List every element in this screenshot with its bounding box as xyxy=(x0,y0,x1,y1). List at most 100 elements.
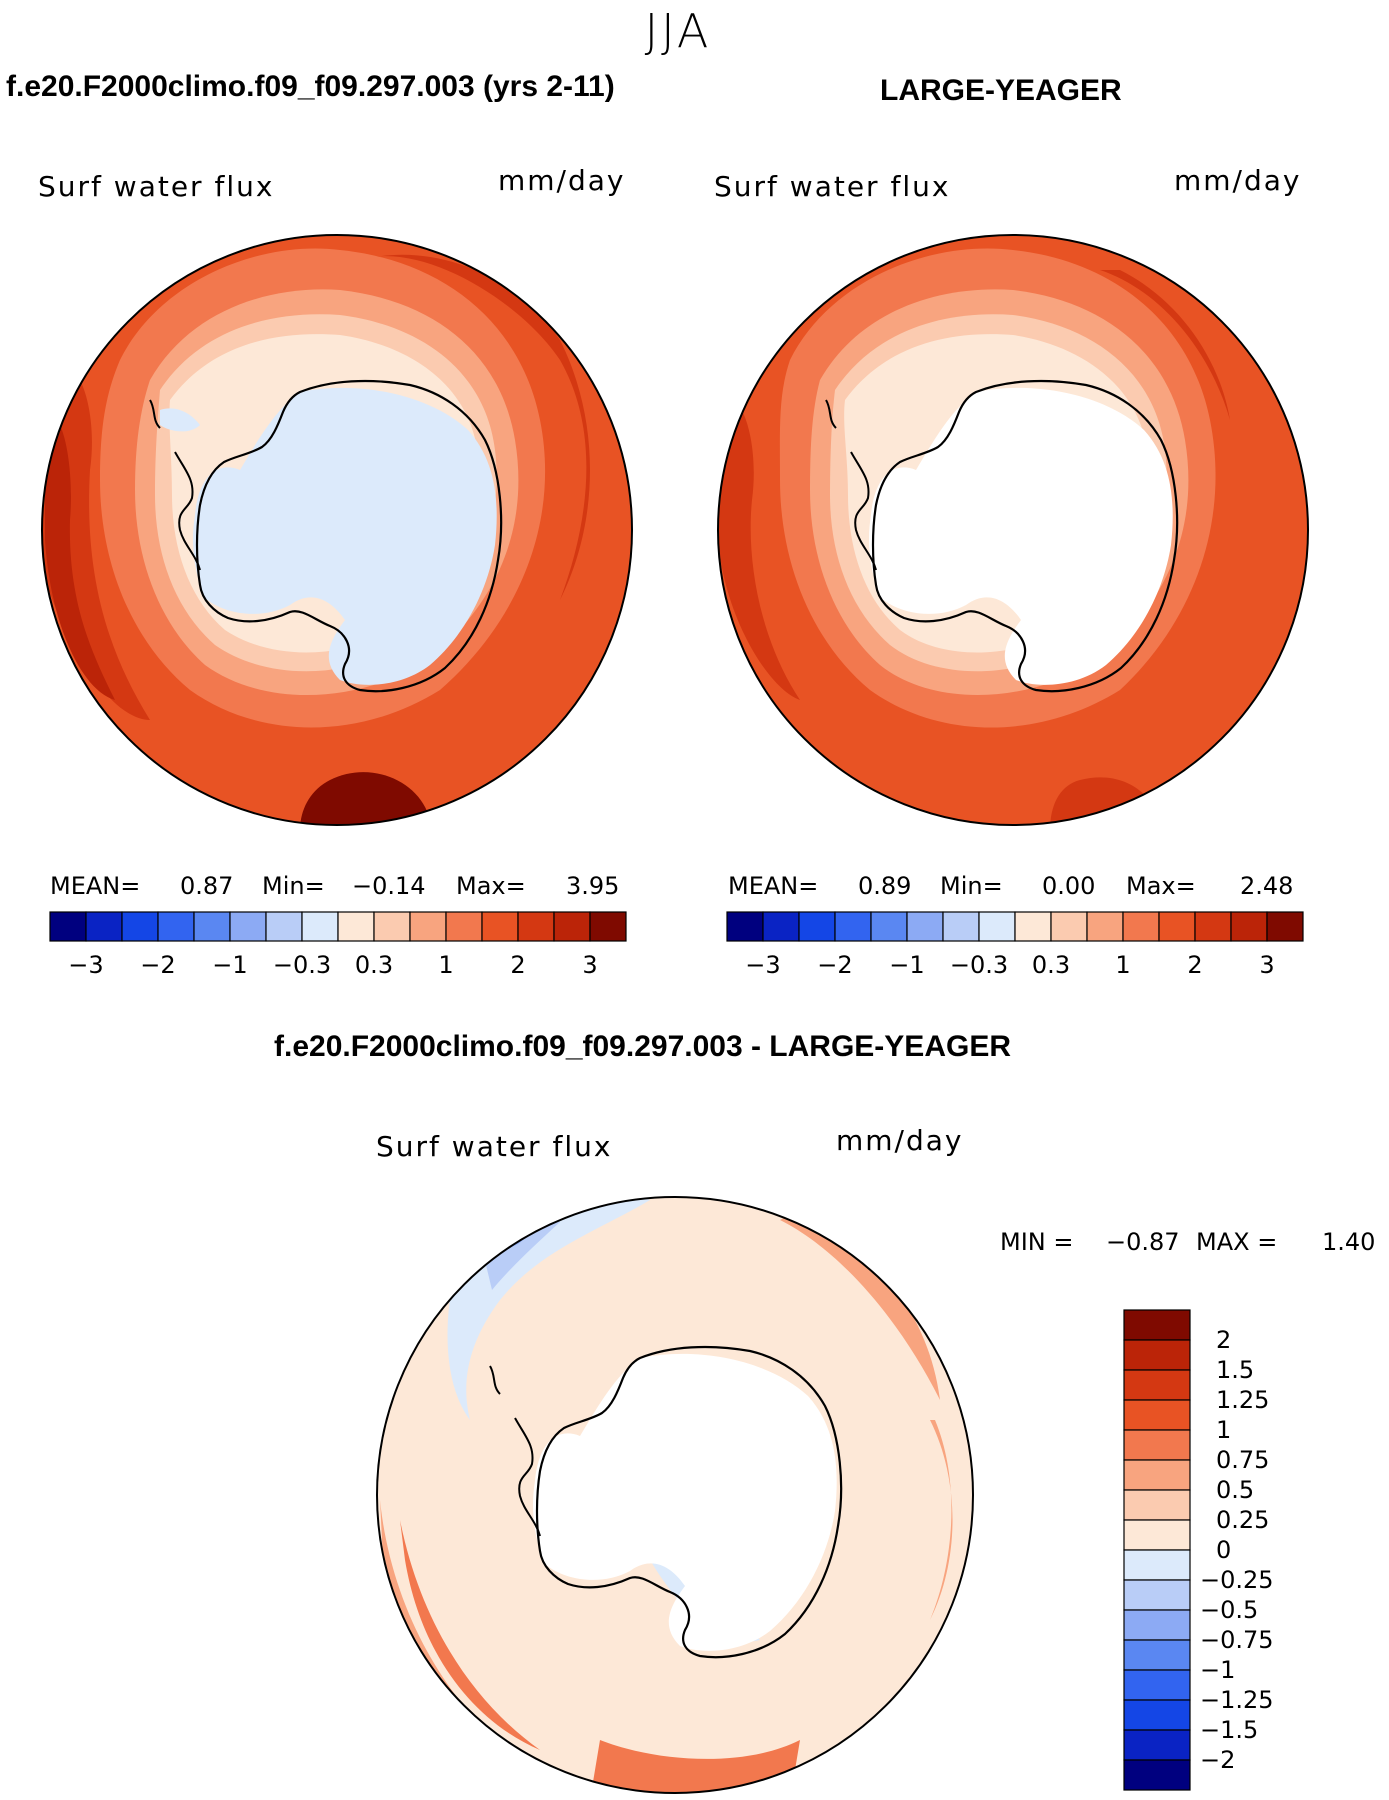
diff-colorbar-label: 1.25 xyxy=(1216,1386,1270,1414)
diff-colorbar-swatch xyxy=(1123,1699,1191,1731)
panel1-colorbar-tick-label: −0.3 xyxy=(272,951,332,979)
diff-colorbar-swatch xyxy=(1123,1519,1191,1551)
panel2-colorbar-swatch xyxy=(726,911,764,942)
diff-colorbar-label: 2 xyxy=(1216,1326,1232,1354)
panel1-colorbar-swatch xyxy=(85,911,123,942)
panel2-colorbar-tick-label: −2 xyxy=(817,951,853,979)
panel1-colorbar-swatch xyxy=(337,911,375,942)
panel1-colorbar-swatch xyxy=(409,911,447,942)
panel1-colorbar-swatch xyxy=(157,911,195,942)
diff-colorbar-label: −1.25 xyxy=(1200,1686,1274,1714)
panel1-colorbar-swatch xyxy=(193,911,231,942)
diff-colorbar-label: 0 xyxy=(1216,1536,1232,1564)
panel2-colorbar-swatch xyxy=(1086,911,1124,942)
panel2-mean-label: MEAN= xyxy=(728,872,819,900)
panel1-colorbar-tick-label: 2 xyxy=(510,951,526,979)
diff-colorbar xyxy=(1123,1309,1191,1791)
diff-colorbar-label: −0.75 xyxy=(1200,1626,1274,1654)
diff-colorbar-label: −1.5 xyxy=(1200,1716,1259,1744)
panel2-colorbar-swatch xyxy=(1158,911,1196,942)
diff-colorbar-label: 1 xyxy=(1216,1416,1232,1444)
panel1-colorbar-tick-label: 0.3 xyxy=(354,951,394,979)
diff-min-value: −0.87 xyxy=(1106,1228,1180,1256)
diff-colorbar-swatch xyxy=(1123,1609,1191,1641)
panel2-colorbar-swatch xyxy=(906,911,944,942)
panel1-mean-label: MEAN= xyxy=(50,872,141,900)
diff-variable: Surf water flux xyxy=(376,1130,613,1163)
panel2-colorbar-swatch xyxy=(1230,911,1268,942)
panel2-colorbar-swatch xyxy=(1014,911,1052,942)
panel1-map xyxy=(41,234,633,826)
panel1-colorbar-swatch xyxy=(301,911,339,942)
panel2-colorbar-tick-label: −0.3 xyxy=(949,951,1009,979)
panel2-colorbar-swatch xyxy=(942,911,980,942)
panel2-colorbar-swatch xyxy=(834,911,872,942)
diff-colorbar-swatch xyxy=(1123,1759,1191,1791)
diff-colorbar-label: −2 xyxy=(1200,1746,1236,1774)
panel1-colorbar-swatch xyxy=(553,911,591,942)
panel2-colorbar-tick-label: 2 xyxy=(1187,951,1203,979)
panel2-map xyxy=(717,234,1309,826)
panel1-min-value: −0.14 xyxy=(352,872,426,900)
diff-title: f.e20.F2000climo.f09_f09.297.003 - LARGE… xyxy=(274,1030,1011,1063)
diff-colorbar-swatch xyxy=(1123,1669,1191,1701)
diff-colorbar-swatch xyxy=(1123,1729,1191,1761)
panel2-colorbar-swatch xyxy=(1122,911,1160,942)
panel2-colorbar-tick-label: 1 xyxy=(1115,951,1131,979)
panel2-colorbar-swatch xyxy=(1050,911,1088,942)
diff-colorbar-swatch xyxy=(1123,1489,1191,1521)
panel2-colorbar-tick-label: −1 xyxy=(889,951,925,979)
panel1-colorbar-tick-label: −2 xyxy=(140,951,176,979)
panel1-mean-value: 0.87 xyxy=(180,872,234,900)
panel1-colorbar-tick-label: −3 xyxy=(68,951,104,979)
panel2-colorbar-swatch xyxy=(762,911,800,942)
panel2-colorbar-tick-label: 0.3 xyxy=(1031,951,1071,979)
panel1-units: mm/day xyxy=(498,164,626,197)
diff-colorbar-label: 0.75 xyxy=(1216,1446,1270,1474)
panel2-colorbar-swatch xyxy=(978,911,1016,942)
panel1-colorbar xyxy=(49,911,627,942)
panel1-colorbar-swatch xyxy=(481,911,519,942)
panel1-variable: Surf water flux xyxy=(38,170,275,203)
diff-colorbar-swatch xyxy=(1123,1399,1191,1431)
diff-colorbar-swatch xyxy=(1123,1549,1191,1581)
panel1-colorbar-swatch xyxy=(265,911,303,942)
panel1-max-value: 3.95 xyxy=(566,872,620,900)
diff-colorbar-swatch xyxy=(1123,1339,1191,1371)
diff-max-label: MAX = xyxy=(1196,1228,1278,1256)
panel2-max-value: 2.48 xyxy=(1240,872,1294,900)
diff-colorbar-swatch xyxy=(1123,1369,1191,1401)
diff-colorbar-swatch xyxy=(1123,1429,1191,1461)
diff-map xyxy=(376,1196,974,1794)
panel1-colorbar-tick-label: 1 xyxy=(438,951,454,979)
panel2-colorbar xyxy=(726,911,1304,942)
panel1-colorbar-tick-label: −1 xyxy=(212,951,248,979)
diff-colorbar-label: −1 xyxy=(1200,1656,1236,1684)
diff-colorbar-swatch xyxy=(1123,1459,1191,1491)
panel2-variable: Surf water flux xyxy=(714,170,951,203)
panel1-colorbar-swatch xyxy=(445,911,483,942)
panel1-colorbar-tick-label: 3 xyxy=(582,951,598,979)
panel1-max-label: Max= xyxy=(456,872,526,900)
panel1-colorbar-swatch xyxy=(373,911,411,942)
panel2-colorbar-swatch xyxy=(1194,911,1232,942)
panel1-colorbar-swatch xyxy=(589,911,627,942)
diff-colorbar-label: −0.25 xyxy=(1200,1566,1274,1594)
panel2-colorbar-swatch xyxy=(870,911,908,942)
season-title: JJA xyxy=(644,4,712,58)
panel2-max-label: Max= xyxy=(1126,872,1196,900)
panel1-title: f.e20.F2000climo.f09_f09.297.003 (yrs 2-… xyxy=(6,70,615,103)
panel2-min-value: 0.00 xyxy=(1042,872,1096,900)
diff-colorbar-label: 1.5 xyxy=(1216,1356,1255,1384)
diff-colorbar-label: −0.5 xyxy=(1200,1596,1259,1624)
panel2-colorbar-swatch xyxy=(798,911,836,942)
panel2-colorbar-swatch xyxy=(1266,911,1304,942)
panel1-colorbar-swatch xyxy=(517,911,555,942)
diff-max-value: 1.40 xyxy=(1322,1228,1376,1256)
diff-colorbar-swatch xyxy=(1123,1639,1191,1671)
panel2-colorbar-tick-label: 3 xyxy=(1259,951,1275,979)
panel1-colorbar-swatch xyxy=(49,911,87,942)
diff-colorbar-swatch xyxy=(1123,1309,1191,1341)
diff-colorbar-label: 0.5 xyxy=(1216,1476,1255,1504)
